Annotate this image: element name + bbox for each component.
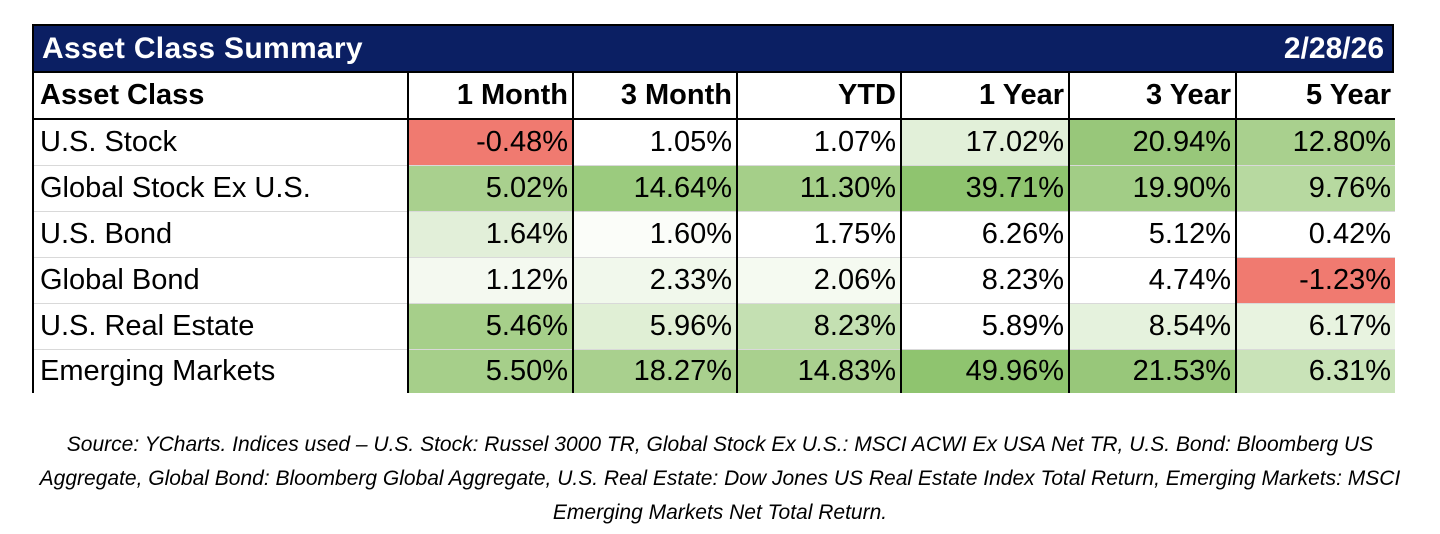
return-cell: 5.50%: [407, 349, 573, 393]
return-cell: 1.07%: [736, 119, 901, 166]
return-cell: 8.23%: [736, 303, 901, 350]
return-cell: 5.96%: [572, 303, 737, 350]
table-row: U.S. Bond 1.64% 1.60% 1.75% 6.26% 5.12% 0.42%: [32, 211, 1395, 258]
return-cell: 6.17%: [1235, 303, 1395, 350]
column-header-3-year: 3 Year: [1068, 73, 1236, 120]
asset-class-label: Global Bond: [32, 257, 408, 304]
return-cell: 1.60%: [572, 211, 737, 258]
return-cell: 1.64%: [407, 211, 573, 258]
return-cell: 19.90%: [1068, 165, 1236, 212]
table-title: Asset Class Summary: [42, 32, 363, 65]
return-cell: 12.80%: [1235, 119, 1395, 166]
asset-class-label: U.S. Real Estate: [32, 303, 408, 350]
return-cell: 39.71%: [900, 165, 1069, 212]
return-cell: 14.64%: [572, 165, 737, 212]
column-header-5-year: 5 Year: [1235, 73, 1395, 120]
column-header-1-month: 1 Month: [407, 73, 573, 120]
return-cell: 4.74%: [1068, 257, 1236, 304]
return-cell: 14.83%: [736, 349, 901, 393]
asset-class-label: U.S. Bond: [32, 211, 408, 258]
column-header-asset-class: Asset Class: [32, 73, 408, 120]
as-of-date: 2/28/26: [1283, 32, 1384, 65]
return-cell: 1.75%: [736, 211, 901, 258]
return-cell: 20.94%: [1068, 119, 1236, 166]
return-cell: 1.12%: [407, 257, 573, 304]
asset-class-label: Global Stock Ex U.S.: [32, 165, 408, 212]
table-row: Global Bond 1.12% 2.33% 2.06% 8.23% 4.74% -1.2…: [32, 257, 1395, 304]
asset-class-label: Emerging Markets: [32, 349, 408, 393]
column-header-3-month: 3 Month: [572, 73, 737, 120]
return-cell: 21.53%: [1068, 349, 1236, 393]
return-cell: 18.27%: [572, 349, 737, 393]
table-row: Emerging Markets 5.50% 18.27% 14.83% 49.96% 2…: [32, 349, 1395, 393]
return-cell: 9.76%: [1235, 165, 1395, 212]
return-cell: 0.42%: [1235, 211, 1395, 258]
return-cell: -0.48%: [407, 119, 573, 166]
return-cell: 1.05%: [572, 119, 737, 166]
returns-grid: Asset Class 1 Month 3 Month YTD 1 Year 3…: [32, 73, 1395, 393]
return-cell: -1.23%: [1235, 257, 1395, 304]
return-cell: 49.96%: [900, 349, 1069, 393]
column-header-1-year: 1 Year: [900, 73, 1069, 120]
return-cell: 5.46%: [407, 303, 573, 350]
header-row: Asset Class 1 Month 3 Month YTD 1 Year 3…: [32, 73, 1395, 120]
return-cell: 8.54%: [1068, 303, 1236, 350]
return-cell: 6.31%: [1235, 349, 1395, 393]
return-cell: 5.89%: [900, 303, 1069, 350]
table-row: U.S. Stock -0.48% 1.05% 1.07% 17.02% 20.94% 12…: [32, 119, 1395, 166]
return-cell: 2.06%: [736, 257, 901, 304]
return-cell: 17.02%: [900, 119, 1069, 166]
return-cell: 8.23%: [900, 257, 1069, 304]
return-cell: 2.33%: [572, 257, 737, 304]
table-title-bar: Asset Class Summary 2/28/26: [32, 24, 1394, 73]
source-footnote: Source: YCharts. Indices used – U.S. Sto…: [39, 433, 1401, 524]
return-cell: 5.12%: [1068, 211, 1236, 258]
return-cell: 11.30%: [736, 165, 901, 212]
return-cell: 5.02%: [407, 165, 573, 212]
asset-class-label: U.S. Stock: [32, 119, 408, 166]
table-row: Global Stock Ex U.S. 5.02% 14.64% 11.30% 39.…: [32, 165, 1395, 212]
table-row: U.S. Real Estate 5.46% 5.96% 8.23% 5.89% 8.54…: [32, 303, 1395, 350]
return-cell: 6.26%: [900, 211, 1069, 258]
column-header-ytd: YTD: [736, 73, 901, 120]
